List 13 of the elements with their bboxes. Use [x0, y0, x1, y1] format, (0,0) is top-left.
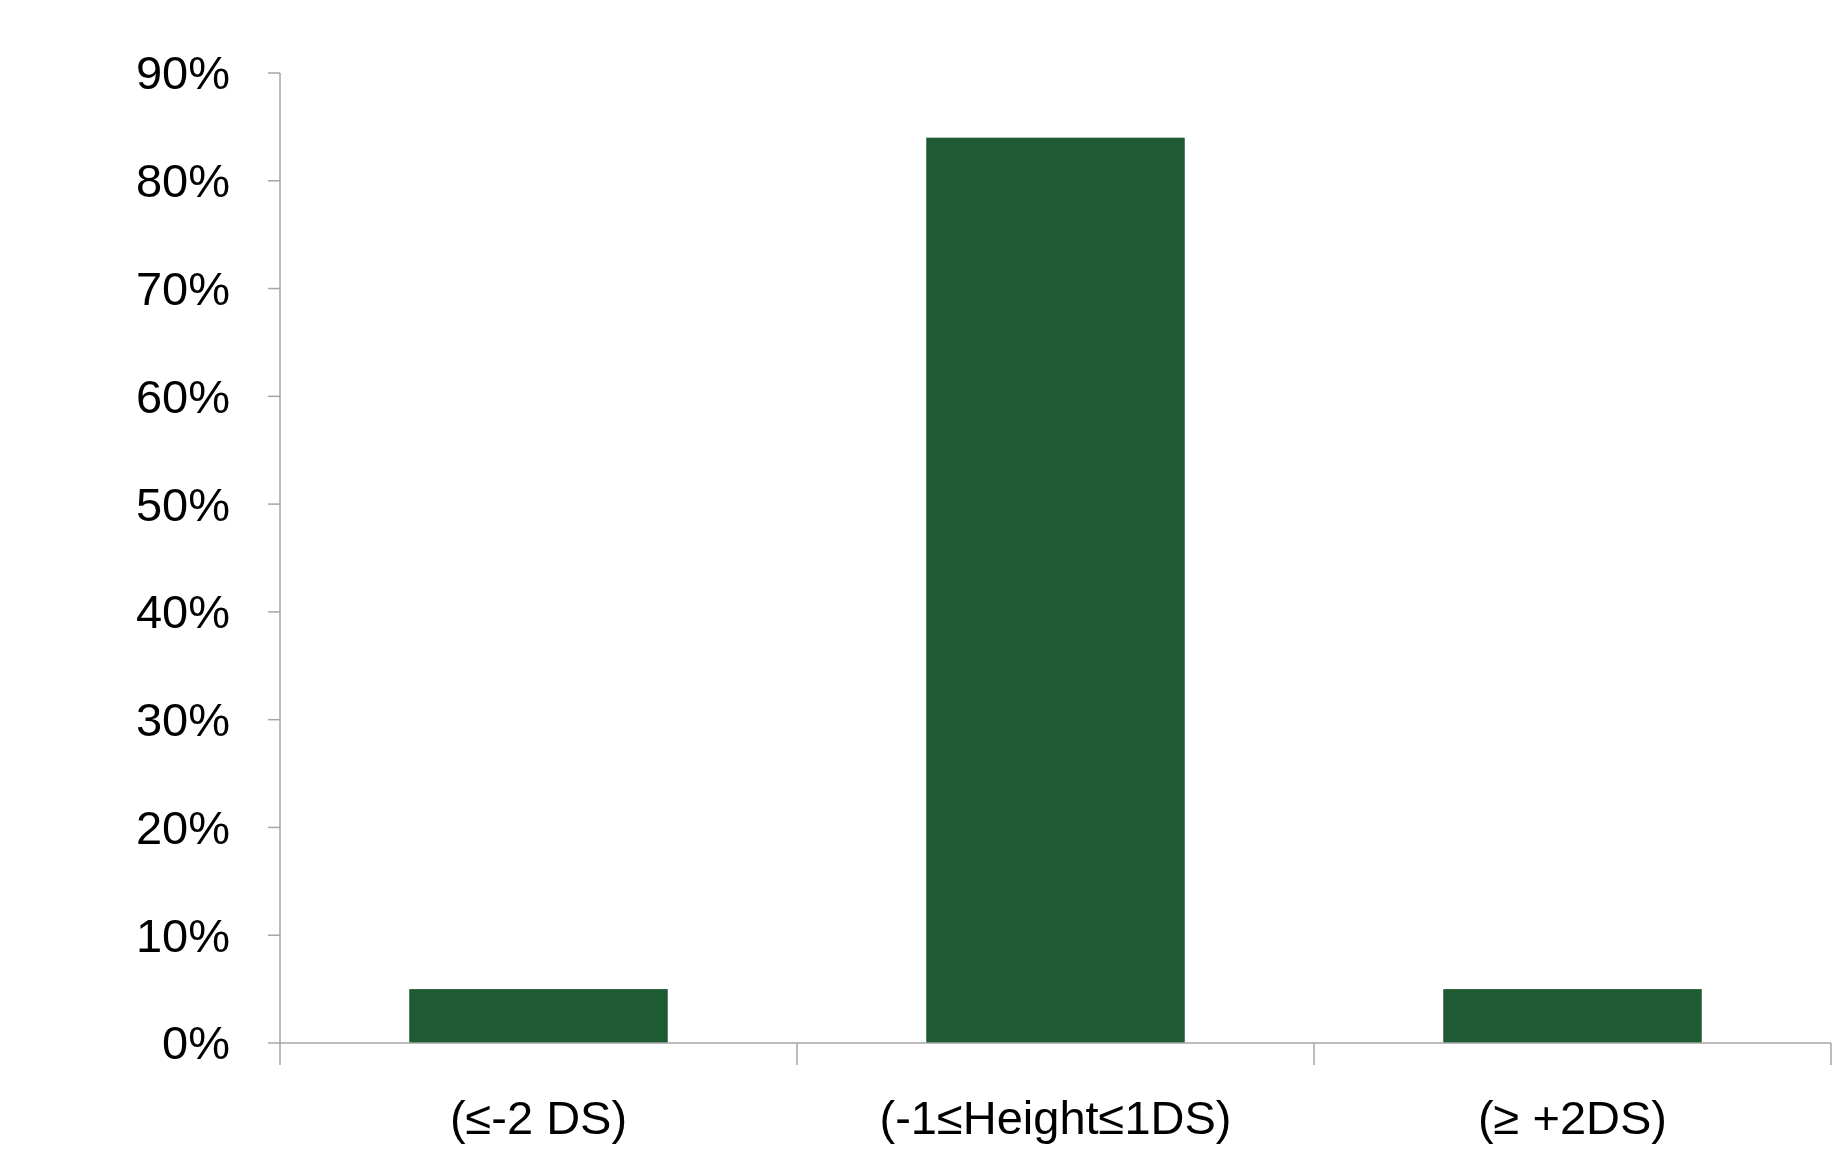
- x-tick-label: (≥ +2DS): [1477, 1091, 1668, 1144]
- x-tick-label: (-1≤Height≤1DS): [879, 1091, 1232, 1144]
- y-tick-label: 30%: [135, 693, 230, 747]
- y-tick-label: 70%: [135, 262, 230, 316]
- y-tick-label: 20%: [135, 800, 230, 854]
- y-tick-label: 80%: [135, 154, 230, 208]
- y-tick-label: 40%: [135, 585, 230, 639]
- y-tick-label: 10%: [135, 908, 230, 962]
- y-tick-label: 50%: [135, 477, 230, 531]
- x-tick-label: (≤-2 DS): [449, 1091, 628, 1144]
- y-tick-label: 0%: [162, 1016, 230, 1070]
- y-tick-label: 60%: [135, 369, 230, 423]
- y-tick-label: 90%: [135, 46, 230, 100]
